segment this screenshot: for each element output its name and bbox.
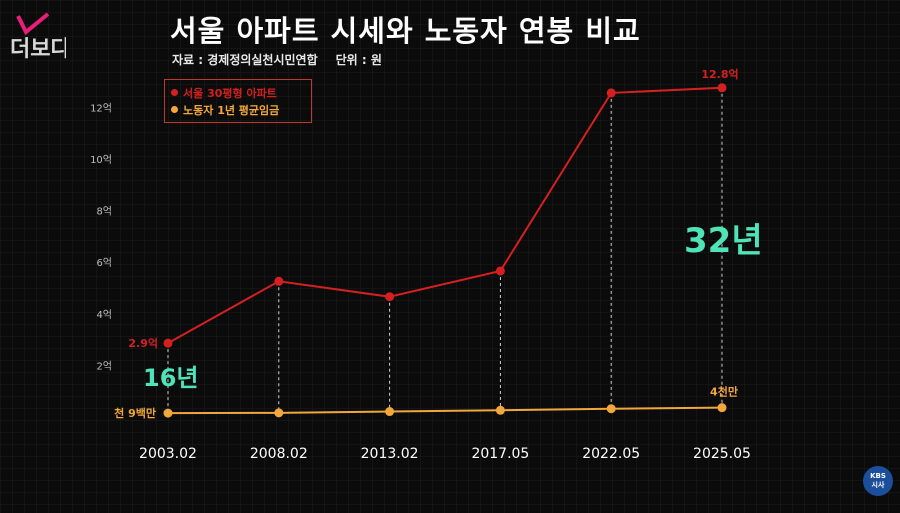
broadcaster-line1: KBS <box>870 472 886 480</box>
unit-label: 단위 : 원 <box>335 53 382 67</box>
data-point-wage <box>385 407 395 417</box>
legend-item-wage: 노동자 1년 평균임금 <box>171 101 305 118</box>
data-point-wage <box>163 408 173 418</box>
logo-text: 더보다 <box>10 37 66 62</box>
y-tick-label: 10억 <box>90 154 112 166</box>
data-point-apartment <box>163 338 173 348</box>
broadcaster-badge: KBS 시사 <box>863 466 893 496</box>
chart-source: 자료 : 경제정의실천시민연합 단위 : 원 <box>172 51 382 68</box>
x-tick-label: 2022.05 <box>582 446 640 462</box>
annotation-years-start: 16년 <box>143 364 198 392</box>
annotation-years-end: 32년 <box>684 221 763 261</box>
broadcaster-line2: 시사 <box>871 481 885 489</box>
y-tick-label: 6억 <box>96 257 112 269</box>
data-point-apartment <box>385 292 395 302</box>
x-tick-label: 2017.05 <box>471 446 529 462</box>
data-point-apartment <box>274 276 284 286</box>
data-point-wage <box>495 405 505 415</box>
data-point-wage <box>274 408 284 418</box>
data-point-wage <box>717 403 727 413</box>
data-point-apartment <box>495 266 505 276</box>
series-line-wage <box>167 406 723 415</box>
x-tick-label: 2003.02 <box>139 446 197 462</box>
x-tick-label: 2013.02 <box>361 446 419 462</box>
legend-label-apartment: 서울 30평형 아파트 <box>183 86 277 100</box>
y-tick-label: 12억 <box>90 102 112 114</box>
annotation-start-wage: 천 9백만 <box>114 406 156 420</box>
y-tick-label: 8억 <box>96 206 112 218</box>
annotation-end-price: 12.8억 <box>701 68 738 81</box>
y-tick-label: 4억 <box>96 309 112 321</box>
x-tick-label: 2008.02 <box>250 446 308 462</box>
legend-item-apartment: 서울 30평형 아파트 <box>171 84 305 101</box>
series-line-apartment <box>167 86 723 345</box>
chart-title: 서울 아파트 시세와 노동자 연봉 비교 <box>170 14 641 48</box>
legend-swatch-wage <box>171 106 178 113</box>
y-tick-label: 2억 <box>96 360 112 372</box>
data-point-wage <box>606 404 616 414</box>
legend-label-wage: 노동자 1년 평균임금 <box>183 103 280 117</box>
annotation-end-wage: 4천만 <box>710 385 738 399</box>
annotation-start-price: 2.9억 <box>128 337 158 350</box>
legend-swatch-apartment <box>171 89 178 96</box>
data-point-apartment <box>717 83 727 93</box>
program-logo: 더보다 <box>10 12 66 62</box>
x-tick-label: 2025.05 <box>693 446 751 462</box>
source-label: 자료 : 경제정의실천시민연합 <box>172 53 318 67</box>
chart-legend: 서울 30평형 아파트 노동자 1년 평균임금 <box>164 79 312 123</box>
data-point-apartment <box>606 88 616 98</box>
